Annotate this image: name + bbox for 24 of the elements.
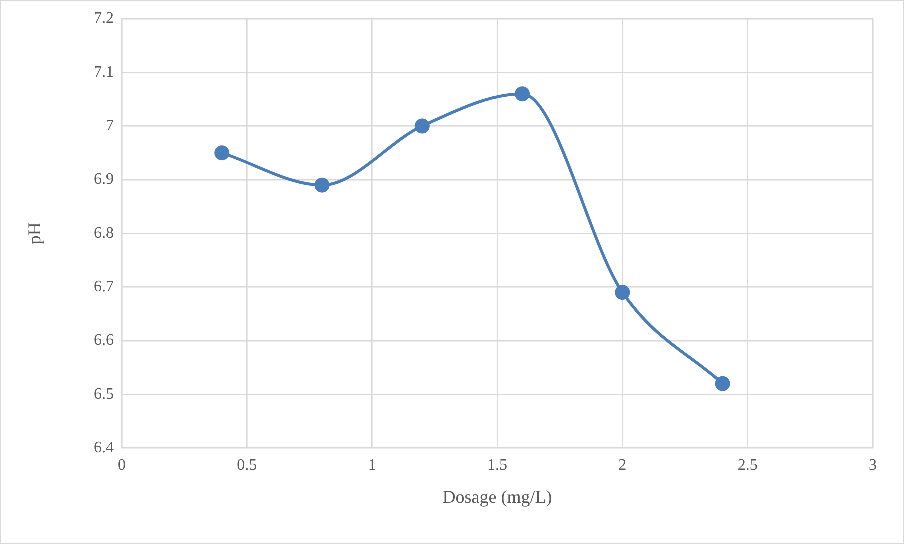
y-tick-label: 6.9	[94, 171, 114, 188]
x-tick-label: 0	[118, 457, 126, 474]
y-tick-label: 6.8	[94, 224, 114, 242]
x-tick-label: 1	[368, 457, 376, 474]
y-tick-label: 6.5	[94, 386, 114, 403]
x-tick-label: 0.5	[237, 457, 258, 474]
x-axis-title: Dosage (mg/L)	[442, 486, 552, 507]
y-tick-label: 7.1	[94, 64, 114, 81]
x-tick-label: 1.5	[488, 457, 508, 474]
point	[715, 376, 730, 392]
point	[414, 118, 430, 134]
y-axis-title: pH	[24, 222, 45, 245]
point	[314, 178, 330, 193]
y-tick-label: 7.2	[94, 10, 114, 28]
y-tick-label: 7	[106, 118, 114, 135]
x-tick-label: 2.5	[738, 457, 758, 474]
x-tick-label: 2	[618, 457, 627, 474]
point	[214, 146, 230, 161]
x-tick-label: 3	[869, 457, 877, 474]
y-tick-label: 6.7	[94, 278, 114, 296]
point	[515, 86, 530, 102]
y-tick-label: 6.6	[94, 332, 114, 350]
point	[615, 285, 630, 300]
y-tick-label: 6.4	[94, 439, 114, 456]
